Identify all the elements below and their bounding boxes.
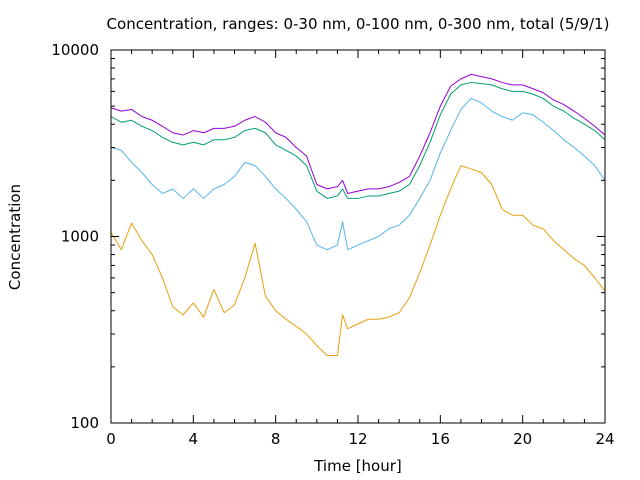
y-axis-label: Concentration [6,184,24,290]
y-tick-label: 100 [70,414,99,432]
x-tick-label: 16 [431,430,450,448]
x-tick-label: 4 [189,430,199,448]
series-line-2 [110,97,606,251]
y-tick-label: 10000 [51,41,99,59]
chart-title: Concentration, ranges: 0-30 nm, 0-100 nm… [107,15,610,33]
ticks-layer: 0 4 8 12 16 20 24 100 1000 10000 [51,41,614,448]
plot-frame [110,49,606,424]
x-tick-label: 24 [595,430,614,448]
series-line-1 [110,165,606,357]
series-line-4 [110,73,606,195]
x-axis-label: Time [hour] [313,457,402,475]
series-layer [110,73,606,357]
x-tick-label: 12 [348,430,367,448]
series-line-3 [110,81,606,199]
x-tick-label: 0 [106,430,116,448]
y-tick-label: 1000 [61,228,99,246]
x-tick-label: 8 [271,430,281,448]
x-tick-label: 20 [513,430,532,448]
